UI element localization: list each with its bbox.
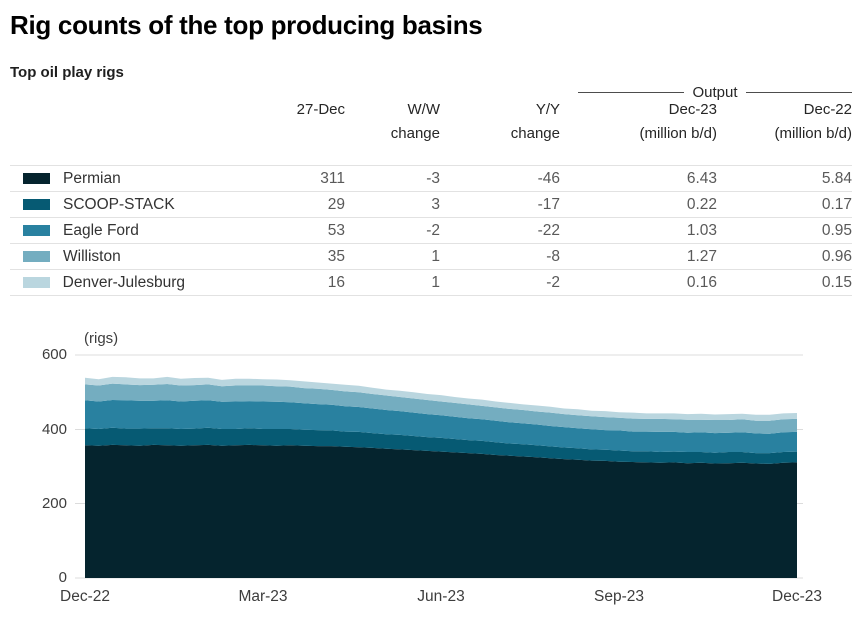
area-series-permian xyxy=(85,444,797,578)
ww-change: 3 xyxy=(431,196,440,213)
table-row-eagle-ford: Eagle Ford 53 -2 -22 1.03 0.95 xyxy=(10,218,852,244)
output-dec22: 0.17 xyxy=(821,196,852,213)
rig-count: 53 xyxy=(327,222,345,239)
basin-name: Williston xyxy=(63,248,121,265)
output-dec23: 1.03 xyxy=(686,222,717,239)
area-series-williston xyxy=(85,383,797,434)
table-row-scoop-stack: SCOOP-STACK 29 3 -17 0.22 0.17 xyxy=(10,192,852,218)
table-header-row: 27-Dec W/W change Y/Y change Dec-23 (mil… xyxy=(10,98,852,166)
chart-subtitle: Top oil play rigs xyxy=(10,64,124,81)
ww-change: 1 xyxy=(431,274,440,291)
output-dec23: 0.16 xyxy=(686,274,717,291)
ww-change: 1 xyxy=(431,248,440,265)
x-tick-mar23: Mar-23 xyxy=(238,588,288,605)
stacked-area-chart: (rigs) 600 400 200 0 Dec-22 Mar-23 Jun-2… xyxy=(0,330,862,630)
legend-swatch-williston xyxy=(23,251,50,262)
stacked-area-svg xyxy=(75,354,803,579)
output-dec23: 0.22 xyxy=(686,196,717,213)
header-yy-change: Y/Y change xyxy=(510,101,560,142)
output-dec22: 0.15 xyxy=(821,274,852,291)
yy-change: -2 xyxy=(546,274,560,291)
y-tick-400: 400 xyxy=(41,421,67,438)
x-tick-jun23: Jun-23 xyxy=(417,588,465,605)
basin-name: Denver-Julesburg xyxy=(62,274,185,291)
header-basin xyxy=(10,98,185,165)
legend-swatch-permian xyxy=(23,173,50,184)
area-series-denver-julesburg xyxy=(85,376,797,421)
x-tick-sep23: Sep-23 xyxy=(594,588,644,605)
rig-count-table: 27-Dec W/W change Y/Y change Dec-23 (mil… xyxy=(10,98,852,296)
output-dec22: 5.84 xyxy=(821,170,852,187)
legend-swatch-denver-julesburg xyxy=(23,277,50,288)
header-output-dec22: Dec-22 (million b/d) xyxy=(774,101,852,142)
output-group-label: Output xyxy=(692,83,738,101)
ww-change: -2 xyxy=(426,222,440,239)
y-tick-600: 600 xyxy=(41,346,67,363)
yy-change: -17 xyxy=(537,196,560,213)
header-output-dec23: Dec-23 (million b/d) xyxy=(639,101,717,142)
output-dec22: 0.95 xyxy=(821,222,852,239)
rig-count: 35 xyxy=(327,248,345,265)
yy-change: -46 xyxy=(537,170,560,187)
yy-change: -8 xyxy=(546,248,560,265)
yy-change: -22 xyxy=(537,222,560,239)
output-dec23: 1.27 xyxy=(686,248,717,265)
y-axis-unit-label: (rigs) xyxy=(84,330,119,347)
area-series-eagle-ford xyxy=(85,400,797,454)
basin-name: Eagle Ford xyxy=(63,222,139,239)
area-series-scoop-stack xyxy=(85,427,797,464)
output-dec22: 0.96 xyxy=(821,248,852,265)
rig-count: 16 xyxy=(327,274,345,291)
table-row-denver-julesburg: Denver-Julesburg 16 1 -2 0.16 0.15 xyxy=(10,270,852,296)
legend-swatch-eagle-ford xyxy=(23,225,50,236)
x-tick-dec23: Dec-23 xyxy=(772,588,822,605)
basin-name: Permian xyxy=(63,170,121,187)
output-dec23: 6.43 xyxy=(686,170,717,187)
header-dec27: 27-Dec xyxy=(296,101,345,118)
rig-count: 29 xyxy=(327,196,345,213)
left-rule xyxy=(578,91,685,93)
header-ww-change: W/W change xyxy=(390,101,440,142)
legend-swatch-scoop-stack xyxy=(23,199,50,210)
output-group-header: Output xyxy=(578,83,852,101)
y-tick-200: 200 xyxy=(41,495,67,512)
rig-count: 311 xyxy=(320,170,345,187)
right-rule xyxy=(745,91,852,93)
page-title: Rig counts of the top producing basins xyxy=(10,10,483,40)
table-row-williston: Williston 35 1 -8 1.27 0.96 xyxy=(10,244,852,270)
basin-name: SCOOP-STACK xyxy=(63,196,175,213)
table-row-permian: Permian 311 -3 -46 6.43 5.84 xyxy=(10,166,852,192)
ww-change: -3 xyxy=(426,170,440,187)
x-tick-dec22: Dec-22 xyxy=(60,588,110,605)
y-tick-0: 0 xyxy=(58,569,67,586)
